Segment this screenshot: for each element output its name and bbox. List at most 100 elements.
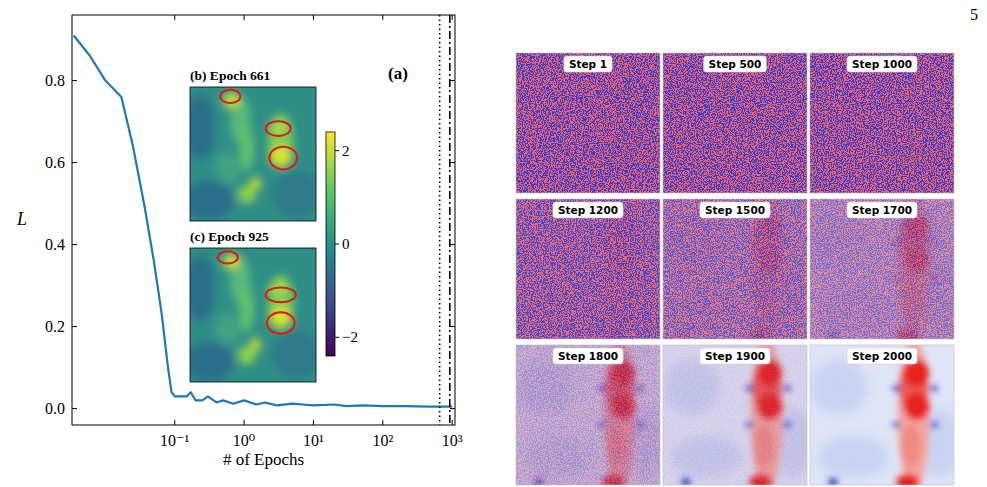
x-tick-label: 10¹	[303, 432, 324, 449]
tile-noise	[663, 199, 807, 339]
tile-feature	[896, 474, 919, 485]
noise-base	[516, 53, 660, 193]
tile-title: Step 500	[709, 58, 762, 70]
y-tick	[72, 244, 77, 245]
noise-base	[663, 199, 807, 339]
figure: 510⁻¹10⁰10¹10²10³0.00.20.40.60.8# of Epo…	[0, 0, 987, 487]
inset-contour	[220, 90, 240, 103]
y-tick	[72, 162, 77, 163]
inset: (b) Epoch 661	[184, 68, 323, 221]
y-tick	[72, 80, 77, 81]
inset-field	[190, 87, 316, 221]
tile-image	[516, 199, 660, 339]
inset-contour	[269, 147, 297, 170]
tile-feature	[901, 425, 921, 467]
y-tick-label: 0.4	[45, 236, 65, 253]
y-tick	[72, 408, 77, 409]
tile-background	[810, 199, 954, 339]
colorbar-tick	[335, 337, 339, 338]
tile-title-box	[847, 202, 917, 218]
inset-title: (c) Epoch 925	[190, 229, 269, 244]
inset-blobs	[190, 253, 316, 382]
tile-shading	[810, 359, 954, 478]
tile-structure	[829, 345, 938, 485]
tile-title-box	[700, 202, 770, 218]
inset-blobs	[190, 92, 316, 221]
colorbar: −202	[326, 132, 358, 356]
tile-title-box	[847, 56, 917, 72]
y-tick-label: 0.2	[45, 318, 65, 335]
tile-background	[663, 199, 807, 339]
tile-title: Step 2000	[852, 350, 912, 362]
tile-feature	[930, 386, 937, 392]
inset-blob	[269, 307, 292, 328]
x-tick-label: 10⁻¹	[160, 432, 189, 449]
y-tick	[72, 326, 77, 327]
tile-feature	[893, 386, 900, 392]
inset-blob	[190, 342, 234, 382]
tile-frame	[663, 53, 807, 193]
tile-background	[516, 199, 660, 339]
tile-noise	[810, 53, 954, 193]
plot-marks	[74, 15, 452, 425]
noise-base	[516, 345, 660, 485]
x-tick-label: 10⁰	[233, 432, 255, 449]
line-chart: 10⁻¹10⁰10¹10²10³0.00.20.40.60.8# of Epoc…	[16, 15, 463, 469]
x-tick	[244, 15, 245, 20]
colorbar-tick	[335, 150, 339, 151]
y-tick	[450, 408, 455, 409]
epoch-marker-line	[439, 15, 441, 425]
y-tick-label: 0.0	[45, 400, 65, 417]
x-tick	[174, 15, 175, 20]
tile-noise	[516, 199, 660, 339]
tile-feature	[829, 478, 838, 485]
inset-contour	[266, 121, 291, 136]
tile-frame	[663, 199, 807, 339]
denoise-tile: Step 500	[663, 46, 814, 200]
denoise-tile: Step 2000	[810, 338, 961, 487]
x-tick	[313, 420, 314, 425]
panel-label: (a)	[388, 64, 408, 83]
tile-image	[516, 345, 660, 485]
x-tick	[452, 15, 453, 20]
inset-contour	[218, 251, 238, 263]
inset-blob	[190, 94, 215, 161]
tile-noise	[663, 53, 807, 193]
tile-noise	[663, 345, 807, 485]
tile-title-box	[700, 348, 770, 364]
colorbar-tick-label: 2	[342, 143, 350, 159]
inset-contour	[266, 288, 296, 303]
y-axis-title: L	[16, 209, 27, 229]
y-tick	[450, 326, 455, 327]
loss-line	[74, 36, 452, 407]
x-tick	[244, 420, 245, 425]
tile-shade	[817, 436, 889, 478]
tile-feature	[898, 345, 930, 485]
inset: (c) Epoch 925	[184, 229, 323, 382]
y-tick	[450, 244, 455, 245]
tile-title: Step 1700	[852, 204, 912, 216]
tile-background	[663, 345, 807, 485]
denoise-tile: Step 1800	[516, 338, 667, 487]
inset-blob	[190, 255, 215, 322]
tile-shade	[810, 359, 868, 415]
inset-field	[190, 248, 316, 382]
denoise-tile: Step 1900	[663, 338, 814, 487]
tile-noise	[810, 199, 954, 339]
noise-red	[810, 53, 954, 193]
y-tick	[450, 80, 455, 81]
tile-frame	[810, 53, 954, 193]
inset-blob	[239, 284, 254, 332]
noise-base	[810, 199, 954, 339]
tile-image	[663, 345, 807, 485]
tile-frame	[516, 199, 660, 339]
tile-feature	[893, 422, 900, 428]
noise-red	[663, 199, 807, 339]
tile-frame	[810, 199, 954, 339]
inset-blob	[250, 177, 260, 190]
x-tick-label: 10²	[372, 432, 393, 449]
tile-background	[810, 53, 954, 193]
tile-image	[810, 345, 954, 485]
colorbar-bar	[326, 132, 335, 356]
x-tick	[382, 15, 383, 20]
